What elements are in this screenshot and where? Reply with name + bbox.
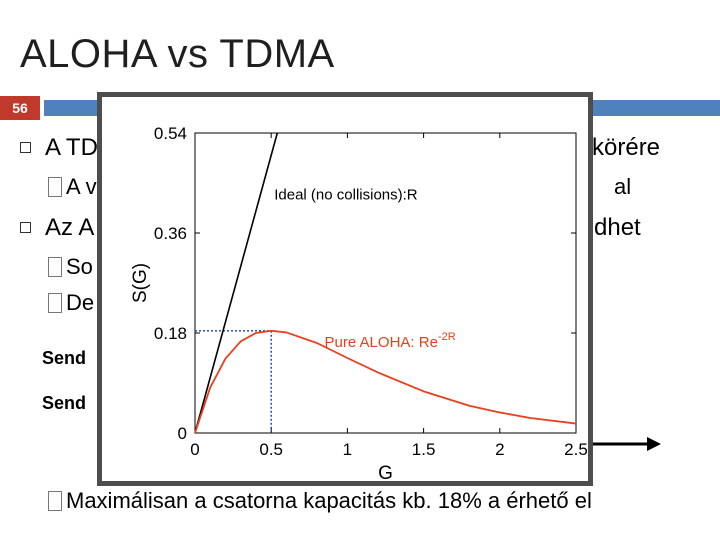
x-tick-label: 0.5: [259, 440, 283, 459]
ideal-series-line: [194, 132, 279, 434]
throughput-chart: 0 0.5 1 1.5 2 2.5 0 0.18 0.36 0.54 G S(G) Ideal (no …: [97, 92, 593, 486]
plot-frame: [194, 132, 577, 434]
x-tick-label: 2: [495, 440, 504, 459]
bullet-1-tail: körére: [592, 134, 661, 161]
y-tick-label: 0: [178, 424, 187, 443]
sub-bullet-3: De: [48, 290, 94, 316]
sub-bullet-1-tail: al: [614, 174, 632, 199]
x-tick-label: 0: [190, 440, 199, 459]
y-tick-label: 0.18: [154, 324, 187, 343]
aloha-legend-label: Pure ALOHA: Re-2R: [325, 331, 456, 351]
sub-bullet-icon: [48, 491, 62, 511]
sub-bullet-2: So: [48, 254, 93, 280]
footer-bullet: Maximálisan a csatorna kapacitás kb. 18%…: [48, 488, 592, 514]
sub-bullet-icon: [48, 177, 62, 197]
aloha-legend-superscript: -2R: [438, 331, 456, 343]
slide-title: ALOHA vs TDMA: [20, 32, 335, 76]
sub-bullet-2-text: So: [66, 254, 93, 279]
y-tick-label: 0.36: [154, 224, 187, 243]
x-tick-label: 1: [343, 440, 352, 459]
send-label-2: Send: [42, 393, 87, 413]
chart-svg: 0 0.5 1 1.5 2 2.5 0 0.18 0.36 0.54 G S(G) Ideal (no …: [130, 124, 588, 481]
y-tick-label: 0.54: [154, 124, 187, 143]
sub-bullet-1: A v: [48, 174, 97, 200]
bullet-2-text: Az A: [45, 214, 95, 241]
x-tick-label: 2.5: [564, 440, 588, 459]
bullet-1-text: A TD: [45, 134, 98, 161]
sub-bullet-icon: [48, 293, 62, 313]
y-axis-label: S(G): [130, 263, 151, 303]
x-tick-label: 1.5: [412, 440, 436, 459]
ideal-legend-label: Ideal (no collisions):R: [274, 187, 418, 204]
sub-bullet-icon: [48, 257, 62, 277]
aloha-series-line: [194, 329, 577, 434]
bullet-1: A TD: [20, 134, 98, 162]
slide-number: 56: [0, 96, 40, 120]
bullet-2-tail: dhet: [594, 214, 641, 241]
x-axis-label: G: [378, 463, 393, 481]
bullet-2: Az A: [20, 214, 94, 242]
sub-bullet-3-text: De: [66, 290, 95, 315]
sub-bullet-1-text: A v: [66, 174, 97, 199]
timeline-arrow-icon: [593, 437, 661, 451]
square-bullet-icon: [20, 142, 31, 153]
send-label-1: Send: [42, 348, 87, 368]
square-bullet-icon: [20, 222, 31, 233]
footer-bullet-text: Maximálisan a csatorna kapacitás kb. 18%…: [66, 488, 592, 513]
